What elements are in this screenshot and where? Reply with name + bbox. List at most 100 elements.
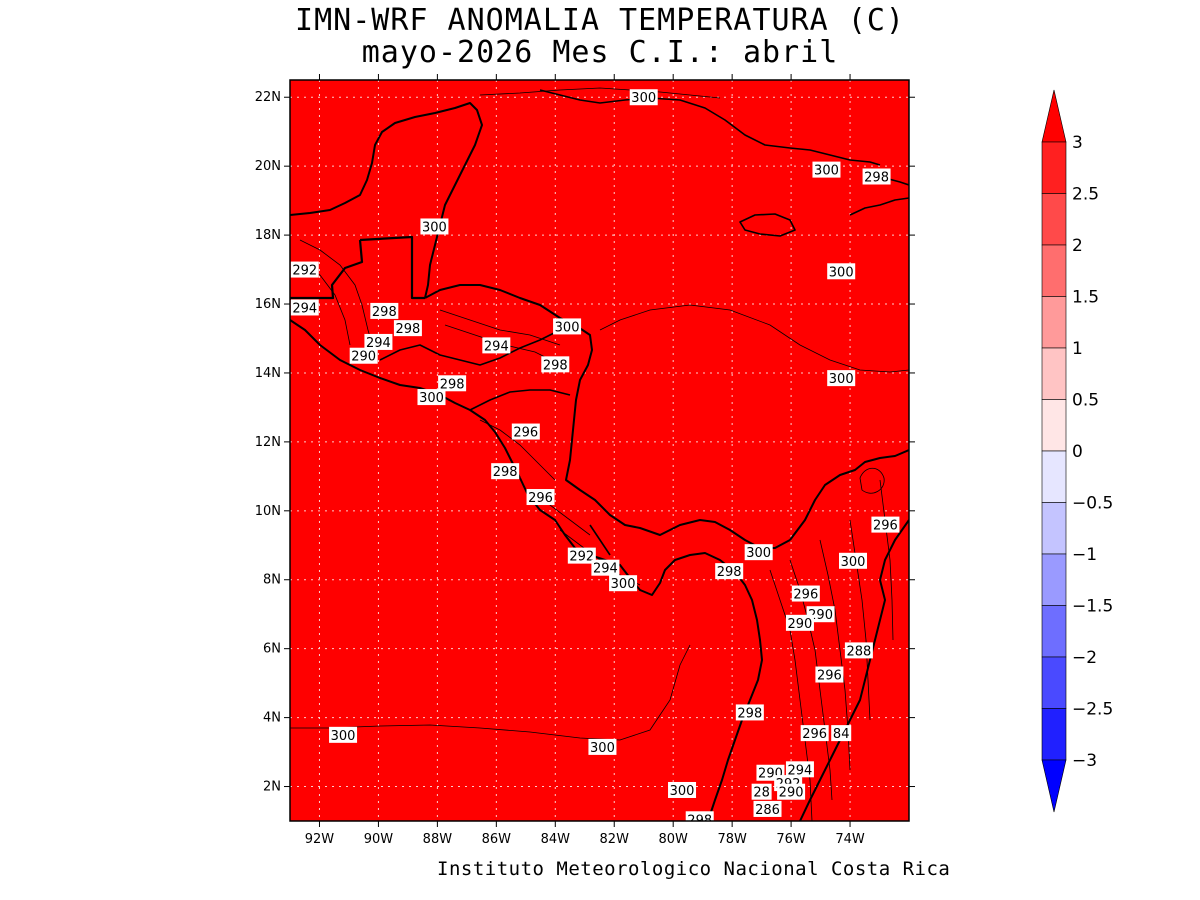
- contour-label-text: 292: [569, 550, 594, 565]
- map-axes: 92W 90W 88W 86W 84W 82W 80W 78W 76W 74W 22N 20N 18N 1…: [255, 74, 915, 847]
- contour-label-box: [751, 783, 772, 800]
- contour-label-box: [629, 89, 658, 106]
- lat-label: 20N: [255, 159, 281, 174]
- contour-label-text: 288: [846, 644, 871, 659]
- contour-label-text: 300: [631, 91, 656, 106]
- contour-label-text: 300: [590, 741, 615, 756]
- contour-label-text: 298: [864, 171, 889, 186]
- contour-label-text: 300: [829, 265, 854, 280]
- contour-label-text: 290: [779, 786, 804, 801]
- contour-label: 292: [567, 547, 596, 565]
- contour-label-box: [370, 302, 399, 319]
- contour-label: 298: [685, 811, 714, 821]
- contour-label: 300: [420, 218, 449, 235]
- colorbar-label: −3: [1072, 751, 1097, 771]
- contour-label: 294: [591, 559, 620, 577]
- contour-label-box: [785, 614, 814, 631]
- map-title: IMN-WRF ANOMALIA TEMPERATURA (C): [295, 3, 905, 38]
- contour-label-box: [588, 738, 617, 755]
- contour-label: 300: [838, 552, 867, 570]
- contour-label-box: [511, 423, 540, 440]
- colorbar-bin: [1041, 656, 1067, 709]
- colorbar-bin: [1041, 193, 1067, 246]
- colorbar: 3 2.5 2 1.5 1 0.5 0 −0.5 −1 −1.5 −2 −2.5 −3: [1041, 89, 1113, 813]
- contour-label-text: 300: [611, 577, 636, 592]
- contour-label-box: [800, 725, 829, 742]
- contour-label: 300: [609, 575, 638, 592]
- contour-label: 28: [751, 783, 772, 801]
- contour-label-box: [685, 811, 714, 821]
- coastline-honduras: [424, 284, 791, 549]
- contour-label-box: [438, 375, 467, 392]
- contour-label-text: 296: [817, 669, 842, 684]
- map-frame: [289, 79, 910, 822]
- contour-300-pacific: [290, 644, 691, 741]
- contour-label: 298: [393, 320, 422, 337]
- contour-label-text: 290: [808, 608, 833, 623]
- border-guatemala: [290, 235, 425, 300]
- contour-label-text: 294: [366, 336, 391, 351]
- contour-label-text: 300: [331, 729, 356, 744]
- contour-label: 296: [791, 585, 820, 603]
- contour-label-box: [491, 463, 520, 480]
- contour-label: 296: [815, 666, 844, 684]
- contour-label: 294: [482, 337, 511, 354]
- map-subtitle: mayo-2026 Mes C.I.: abril: [361, 35, 839, 70]
- contour-label-text: 294: [788, 763, 813, 778]
- contour-label-text: 296: [513, 426, 538, 441]
- contour-label-text: 298: [737, 706, 762, 721]
- contour-label-text: 300: [829, 372, 854, 387]
- contour-label-box: [715, 563, 744, 580]
- contour-label-text: 290: [788, 617, 813, 632]
- contour-label-text: 298: [440, 377, 465, 392]
- contour-label-box: [871, 516, 900, 533]
- contour-label: 296: [871, 516, 900, 534]
- colorbar-bin: [1041, 296, 1067, 349]
- contour-label: 296: [511, 423, 540, 441]
- contour-label: 298: [370, 302, 399, 320]
- contour-label: 294: [785, 761, 814, 778]
- contour-label-text: 296: [873, 519, 898, 534]
- contour-label-text: 296: [793, 588, 818, 603]
- contour-label-box: [844, 642, 873, 659]
- contour-label-text: 298: [717, 565, 742, 580]
- contour-label: 290: [349, 347, 378, 365]
- contour-label-text: 300: [814, 164, 839, 179]
- colorbar-label: −1.5: [1072, 597, 1113, 617]
- colorbar-label: 1.5: [1072, 288, 1099, 308]
- contour-label-text: 84: [833, 727, 850, 742]
- contour-label: 298: [715, 563, 744, 580]
- colorbar-label: 3: [1072, 133, 1083, 153]
- lon-label: 84W: [541, 832, 571, 847]
- contour-label-text: 292: [292, 264, 317, 279]
- contour-label: 300: [553, 318, 582, 335]
- contour-label-text: 298: [543, 358, 568, 373]
- lat-label: 12N: [255, 435, 281, 450]
- contour-label-text: 300: [670, 784, 695, 799]
- graticule: [290, 80, 909, 821]
- colorbar-top-arrow: [1041, 89, 1067, 143]
- lat-label: 10N: [255, 504, 281, 519]
- contour-300-caribbean: [599, 304, 909, 373]
- lon-label: 86W: [482, 832, 512, 847]
- contour-label: 300: [744, 544, 773, 561]
- contour-label-box: [609, 575, 638, 592]
- contour-300-north: [479, 87, 721, 99]
- border-central-america: [379, 329, 611, 556]
- contour-label-box: [791, 585, 820, 602]
- contour-label-box: [827, 370, 856, 387]
- contour-label-text: 300: [422, 220, 447, 235]
- contour-label: 300: [417, 389, 446, 406]
- colorbar-bin: [1041, 347, 1067, 400]
- contour-label: 294: [364, 333, 393, 351]
- contour-label: 290: [777, 783, 806, 801]
- contour-label-text: 286: [755, 803, 780, 818]
- contour-label-box: [744, 544, 773, 561]
- colorbar-label: 0.5: [1072, 391, 1099, 411]
- contour-label-box: [420, 218, 449, 235]
- contour-label-text: 28: [753, 786, 770, 801]
- colorbar-label: 1: [1072, 339, 1083, 359]
- contour-label-box: [785, 761, 814, 778]
- contour-label-box: [567, 547, 596, 564]
